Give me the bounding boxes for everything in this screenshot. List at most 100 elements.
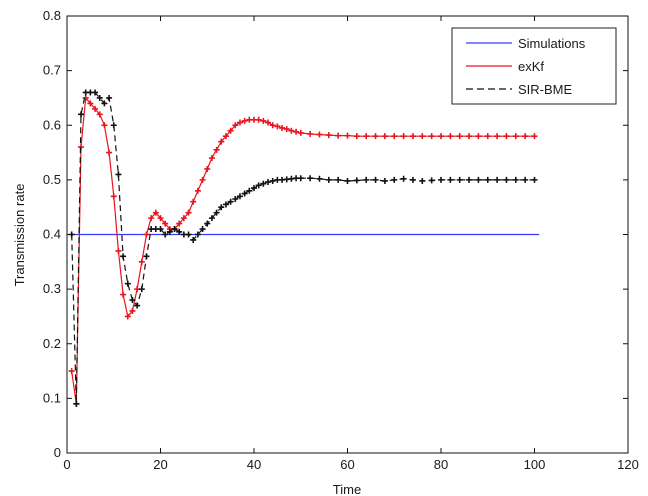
data-point-exkf	[106, 149, 113, 156]
legend-label-simulations: Simulations	[518, 36, 586, 51]
data-point-exkf	[288, 127, 295, 134]
data-point-exkf	[475, 133, 482, 140]
y-tick-label: 0	[54, 445, 61, 460]
data-point-exkf	[222, 133, 229, 140]
data-point-exkf	[265, 119, 272, 126]
legend: Simulations exKf SIR-BME	[451, 27, 617, 105]
data-point-sir-bme	[236, 193, 243, 200]
data-point-sir-bme	[213, 209, 220, 216]
data-point-exkf	[353, 133, 360, 140]
data-point-sir-bme	[297, 175, 304, 182]
data-point-sir-bme	[428, 177, 435, 184]
data-point-sir-bme	[466, 176, 473, 183]
data-point-exkf	[447, 133, 454, 140]
data-point-exkf	[522, 133, 529, 140]
data-point-exkf	[456, 133, 463, 140]
data-point-sir-bme	[171, 226, 178, 233]
y-tick-label: 0.7	[43, 63, 61, 78]
data-point-sir-bme	[447, 176, 454, 183]
data-point-exkf	[419, 133, 426, 140]
data-point-exkf	[232, 122, 239, 129]
data-point-sir-bme	[232, 195, 239, 202]
data-point-sir-bme	[218, 204, 225, 211]
data-point-sir-bme	[190, 236, 197, 243]
data-point-exkf	[213, 146, 220, 153]
x-tick-label: 40	[247, 457, 261, 472]
data-point-exkf	[236, 119, 243, 126]
data-point-sir-bme	[157, 226, 164, 233]
data-point-exkf	[325, 132, 332, 139]
y-tick-label: 0.5	[43, 172, 61, 187]
data-point-exkf	[494, 133, 501, 140]
data-point-exkf	[363, 133, 370, 140]
data-point-sir-bme	[400, 175, 407, 182]
data-point-sir-bme	[265, 179, 272, 186]
data-point-sir-bme	[222, 201, 229, 208]
x-tick-label: 100	[524, 457, 546, 472]
data-point-exkf	[185, 209, 192, 216]
x-tick-label: 20	[153, 457, 167, 472]
data-point-sir-bme	[522, 176, 529, 183]
y-tick-label: 0.4	[43, 227, 61, 242]
data-point-sir-bme	[269, 177, 276, 184]
data-point-exkf	[512, 133, 519, 140]
data-point-sir-bme	[307, 175, 314, 182]
data-point-exkf	[157, 215, 164, 222]
data-point-exkf	[138, 258, 145, 265]
data-point-sir-bme	[344, 177, 351, 184]
y-axis-title: Transmission rate	[12, 184, 27, 287]
legend-label-exkf: exKf	[518, 59, 544, 74]
data-point-exkf	[438, 133, 444, 140]
data-point-sir-bme	[409, 176, 416, 183]
data-point-exkf	[204, 165, 211, 172]
data-point-sir-bme	[316, 175, 323, 182]
y-tick-label: 0.3	[43, 281, 61, 296]
data-point-exkf	[307, 130, 314, 137]
data-point-exkf	[344, 132, 351, 139]
data-point-exkf	[335, 132, 342, 139]
y-tick-label: 0.1	[43, 390, 61, 405]
data-point-exkf	[316, 131, 323, 138]
y-tick-label: 0.6	[43, 117, 61, 132]
data-point-exkf	[96, 111, 103, 118]
data-point-sir-bme	[204, 220, 211, 227]
data-point-exkf	[194, 187, 201, 194]
x-tick-label: 0	[63, 457, 70, 472]
data-point-sir-bme	[475, 176, 482, 183]
data-point-sir-bme	[325, 176, 332, 183]
data-point-exkf	[391, 133, 398, 140]
data-point-exkf	[283, 126, 290, 133]
data-point-sir-bme	[138, 286, 145, 293]
data-point-exkf	[162, 220, 169, 227]
data-point-sir-bme	[391, 176, 398, 183]
data-point-sir-bme	[227, 198, 234, 205]
y-tick-label: 0.8	[43, 8, 61, 23]
data-point-exkf	[531, 133, 538, 140]
data-point-sir-bme	[129, 297, 136, 304]
data-point-sir-bme	[484, 176, 491, 183]
data-point-exkf	[129, 307, 136, 314]
data-point-sir-bme	[251, 185, 257, 192]
data-point-sir-bme	[208, 215, 215, 222]
data-point-exkf	[101, 122, 108, 129]
data-point-exkf	[152, 209, 159, 216]
data-point-exkf	[180, 215, 187, 222]
data-point-sir-bme	[381, 177, 388, 184]
data-point-exkf	[227, 127, 234, 134]
data-point-sir-bme	[120, 253, 127, 260]
data-point-exkf	[143, 231, 150, 238]
data-point-exkf	[241, 117, 248, 124]
data-point-sir-bme	[115, 171, 122, 178]
data-point-sir-bme	[143, 253, 150, 260]
data-point-sir-bme	[78, 111, 85, 118]
data-point-sir-bme	[199, 226, 206, 233]
data-point-sir-bme	[73, 400, 80, 407]
data-point-sir-bme	[92, 89, 99, 96]
data-point-exkf	[120, 291, 127, 298]
data-point-sir-bme	[241, 190, 248, 197]
data-point-exkf	[381, 133, 388, 140]
data-point-sir-bme	[512, 176, 519, 183]
data-point-exkf	[297, 129, 304, 136]
data-point-sir-bme	[531, 176, 538, 183]
data-point-exkf	[400, 133, 407, 140]
